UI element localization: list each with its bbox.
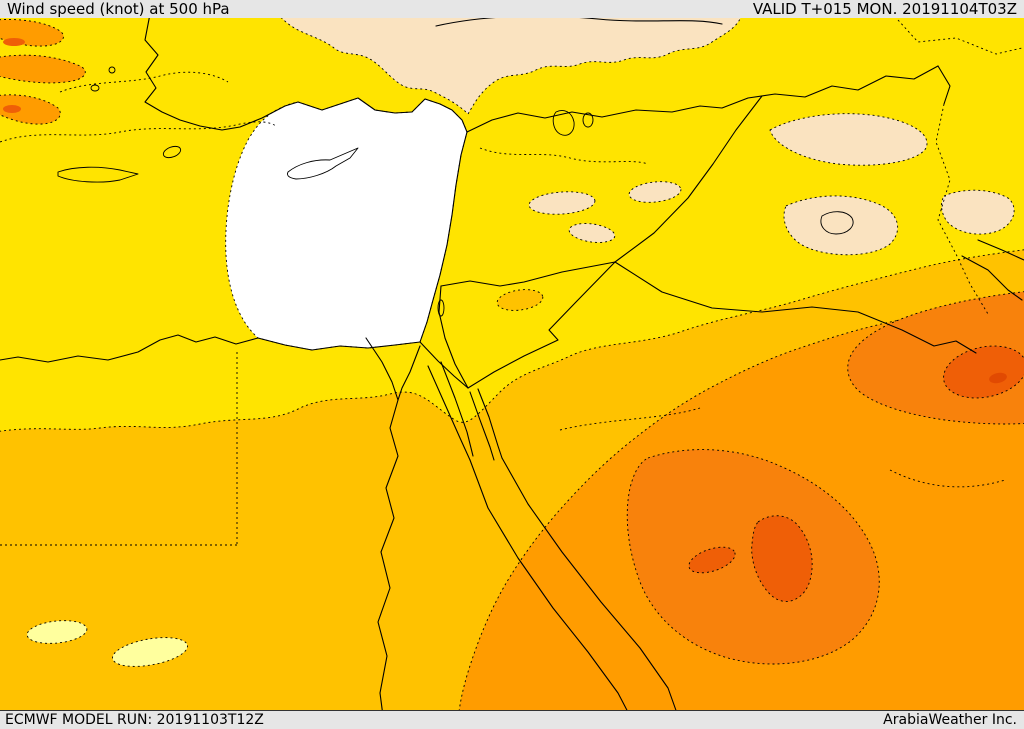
valid-time-label: VALID T+015 MON. 20191104T03Z — [752, 0, 1017, 18]
wind-core-max-spot — [989, 372, 1007, 384]
wind-core-spot-west — [3, 38, 25, 46]
low-wind-spot-syria — [568, 223, 616, 243]
crete-island — [57, 166, 139, 183]
wind-core-deep-orange — [751, 515, 813, 602]
red-sea-coastlines — [427, 361, 679, 717]
cyprus-island — [287, 147, 359, 180]
low-wind-cell-lake-van-area — [783, 195, 899, 256]
coastline-mediterranean — [0, 13, 468, 363]
coastline-persian-gulf — [961, 255, 1023, 301]
low-wind-spot-syria — [528, 191, 596, 215]
border-turkey-syria — [466, 65, 939, 133]
low-wind-cell-anatolia — [277, 13, 743, 115]
wind-core-deep-orange-east — [943, 345, 1024, 399]
coastline-black-sea — [435, 15, 723, 27]
rhodes-island — [162, 145, 182, 159]
lake-tuz — [552, 110, 575, 136]
map-title: Wind speed (knot) at 500 hPa — [7, 0, 230, 18]
wind-cell-orange-aegean — [0, 94, 61, 125]
top-info-bar: Wind speed (knot) at 500 hPa VALID T+015… — [0, 0, 1024, 18]
low-wind-cell-east-anatolia — [769, 113, 928, 166]
dead-sea — [437, 299, 445, 317]
wind-core-spot-west — [3, 105, 21, 113]
border-turkey-iraq — [937, 65, 951, 105]
low-wind-spot-syria — [628, 181, 682, 203]
lake-van — [820, 211, 854, 235]
model-run-label: ECMWF MODEL RUN: 20191103T12Z — [5, 711, 264, 728]
nile-river — [365, 337, 421, 717]
border-jordan-saudi — [467, 261, 616, 389]
low-wind-cell-zagros — [941, 189, 1015, 235]
border-egypt-israel — [419, 341, 469, 389]
coastline-persian-gulf — [977, 239, 1024, 261]
bottom-info-bar: ECMWF MODEL RUN: 20191103T12Z ArabiaWeat… — [0, 710, 1024, 729]
dotted-contour-lines — [0, 19, 1023, 488]
lake-beysehir — [582, 112, 594, 128]
wind-cell-orange-aegean — [0, 54, 86, 84]
wind-cell-pale-yellow — [26, 620, 88, 644]
attribution-label: ArabiaWeather Inc. — [883, 711, 1017, 728]
wind-core-deep-orange — [688, 546, 736, 574]
border-syria-jordan-iraq — [440, 261, 616, 287]
aegean-island — [90, 84, 100, 92]
border-iraq-saudi — [614, 261, 977, 354]
border-jordan-israel — [438, 285, 469, 389]
border-syria-iraq — [614, 95, 763, 263]
country-borders — [419, 65, 977, 389]
wind-cell-pale-yellow — [112, 637, 188, 667]
wind-cell-amber-small — [496, 289, 544, 311]
dotted-country-borders — [0, 103, 989, 546]
aegean-island — [108, 66, 116, 74]
